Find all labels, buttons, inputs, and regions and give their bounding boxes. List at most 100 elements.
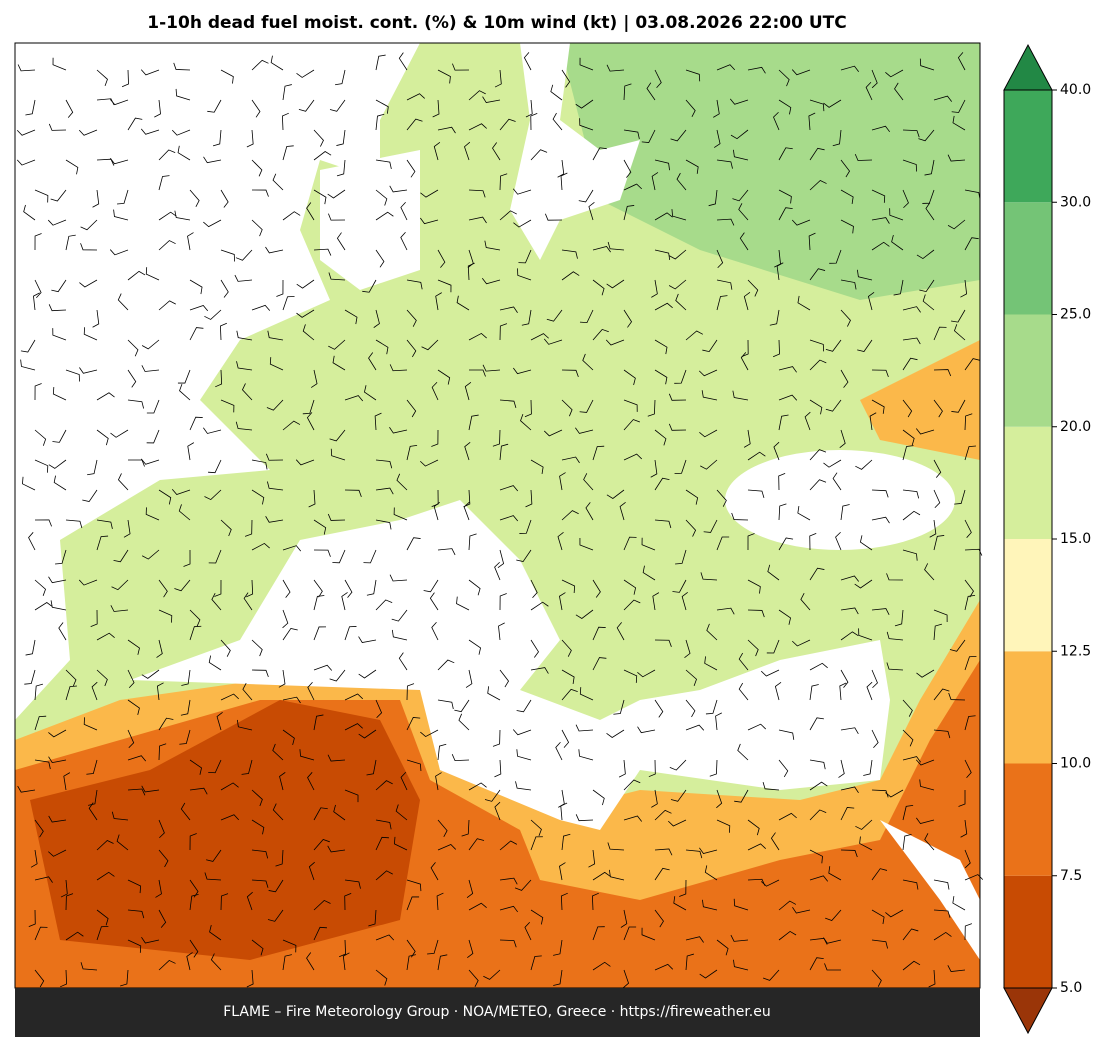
wind-barb (400, 771, 408, 791)
wind-barb (266, 399, 284, 411)
wind-barb (857, 339, 873, 352)
wind-barb (809, 717, 824, 731)
wind-barb (65, 931, 84, 941)
wind-barb (561, 579, 576, 594)
wind-barb (22, 476, 36, 491)
wind-barb (642, 565, 656, 581)
wind-barb (60, 969, 68, 988)
wind-barb (58, 622, 67, 641)
wind-barb (886, 573, 904, 581)
wind-barb (251, 639, 263, 657)
colorbar-tick-label: 25.0 (1060, 307, 1091, 323)
wind-barb (747, 533, 755, 551)
wind-barb (947, 965, 966, 972)
wind-barb (313, 899, 331, 911)
wind-barb (960, 279, 968, 298)
wind-barb (344, 789, 359, 803)
wind-barb (171, 488, 191, 496)
wind-barb (933, 535, 945, 551)
wind-barb (55, 549, 67, 565)
wind-barb (770, 832, 780, 851)
wind-barb (964, 715, 976, 731)
wind-barb (778, 472, 786, 491)
wind-barb (499, 877, 518, 885)
wind-barb (34, 459, 49, 473)
wind-barb (739, 232, 749, 251)
wind-barb (65, 234, 76, 251)
wind-barb (127, 270, 146, 281)
wind-barb (141, 669, 160, 679)
wind-barb (871, 125, 891, 133)
wind-barb (48, 304, 67, 312)
wind-barb (654, 809, 672, 821)
wind-barb (772, 339, 780, 358)
wind-barb (579, 309, 594, 324)
wind-barb (158, 849, 169, 868)
wind-barb (575, 724, 594, 732)
wind-barb (964, 656, 977, 671)
wind-barb (579, 687, 594, 701)
wind-barb (282, 627, 298, 641)
wind-barb (109, 157, 129, 165)
wind-barb (713, 99, 720, 118)
wind-barb (964, 923, 972, 941)
wind-barb (623, 779, 641, 791)
wind-barb (375, 519, 392, 530)
wind-barb (251, 819, 265, 835)
wind-barb (499, 515, 519, 522)
wind-barb (622, 969, 630, 989)
wind-barb (375, 113, 385, 131)
wind-barb (579, 537, 594, 551)
wind-barb (915, 428, 935, 435)
wind-barb (520, 414, 532, 431)
wind-barb (406, 93, 425, 101)
wind-barb (328, 339, 346, 350)
wind-barb (400, 202, 408, 221)
wind-barb (933, 369, 952, 377)
wind-barb (592, 445, 605, 461)
wind-barb (251, 879, 269, 888)
wind-barb (189, 416, 203, 431)
wind-barb (50, 189, 67, 202)
colorbar-tick-label: 40.0 (1060, 82, 1091, 98)
wind-barb (34, 579, 46, 596)
wind-barb (809, 809, 827, 821)
wind-barb (220, 69, 234, 84)
wind-barb (778, 609, 791, 625)
wind-barb (203, 219, 222, 228)
wind-barb (592, 328, 609, 341)
wind-barb (16, 159, 36, 166)
wind-barb (560, 802, 568, 821)
wind-barb (729, 98, 749, 105)
wind-barb (116, 189, 129, 205)
wind-barb (121, 69, 129, 88)
wind-barb (809, 399, 823, 415)
wind-barb (762, 969, 780, 981)
wind-barb (555, 742, 563, 761)
colorbar-segment (1004, 90, 1052, 203)
wind-barb (375, 189, 388, 206)
wind-barb (886, 631, 904, 641)
wind-barb (859, 836, 873, 851)
wind-barb (871, 969, 882, 987)
wind-barb (90, 609, 98, 627)
wind-barb (964, 358, 980, 371)
wind-barb (654, 69, 662, 88)
wind-barb (623, 815, 643, 822)
wind-barb (769, 309, 780, 326)
wind-barb (251, 939, 264, 956)
wind-barb (344, 879, 361, 889)
wind-barb (947, 219, 966, 230)
wind-barb (96, 871, 115, 881)
wind-barb (747, 723, 767, 731)
wind-barb (358, 636, 377, 643)
wind-barb (673, 896, 687, 911)
wind-barb (437, 843, 457, 851)
wind-barb (829, 249, 842, 264)
wind-barb (251, 304, 271, 311)
wind-barb (840, 575, 860, 582)
wind-barb (282, 211, 301, 221)
wind-barb (332, 549, 346, 564)
wind-barb (778, 189, 792, 204)
wind-barb (492, 142, 501, 161)
